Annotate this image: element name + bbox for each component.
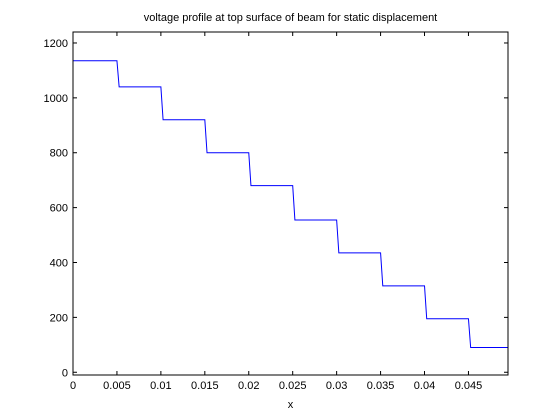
x-tick-label: 0.015 — [191, 380, 219, 392]
x-axis-label: x — [288, 399, 294, 411]
series-line-0 — [73, 60, 508, 349]
y-tick-label: 0 — [62, 367, 68, 379]
x-tick-label: 0.03 — [326, 380, 347, 392]
y-tick-label: 400 — [50, 257, 68, 269]
x-tick-label: 0.035 — [367, 380, 395, 392]
plot-frame — [72, 31, 509, 376]
y-tick-label: 1000 — [44, 93, 68, 105]
y-tick-label: 800 — [50, 148, 68, 160]
x-tick-label: 0.045 — [455, 380, 483, 392]
x-axis-ticks: 0 0.005 0.01 0.015 0.02 0.025 0.03 0.035 0.04 0.0… — [70, 32, 482, 392]
y-tick-label: 200 — [50, 312, 68, 324]
x-tick-label: 0.04 — [414, 380, 435, 392]
y-axis-ticks: 0 200 400 600 800 1000 1200 — [44, 38, 508, 379]
data-marks — [73, 60, 508, 349]
y-tick-label: 600 — [50, 203, 68, 215]
x-tick-label: 0.01 — [150, 380, 171, 392]
y-tick-label: 1200 — [44, 38, 68, 50]
x-tick-label: 0 — [70, 380, 76, 392]
x-tick-label: 0.025 — [279, 380, 307, 392]
x-tick-label: 0.02 — [238, 380, 259, 392]
plot-background — [73, 32, 508, 375]
x-tick-label: 0.005 — [103, 380, 131, 392]
chart-title: voltage profile at top surface of beam f… — [144, 12, 438, 24]
